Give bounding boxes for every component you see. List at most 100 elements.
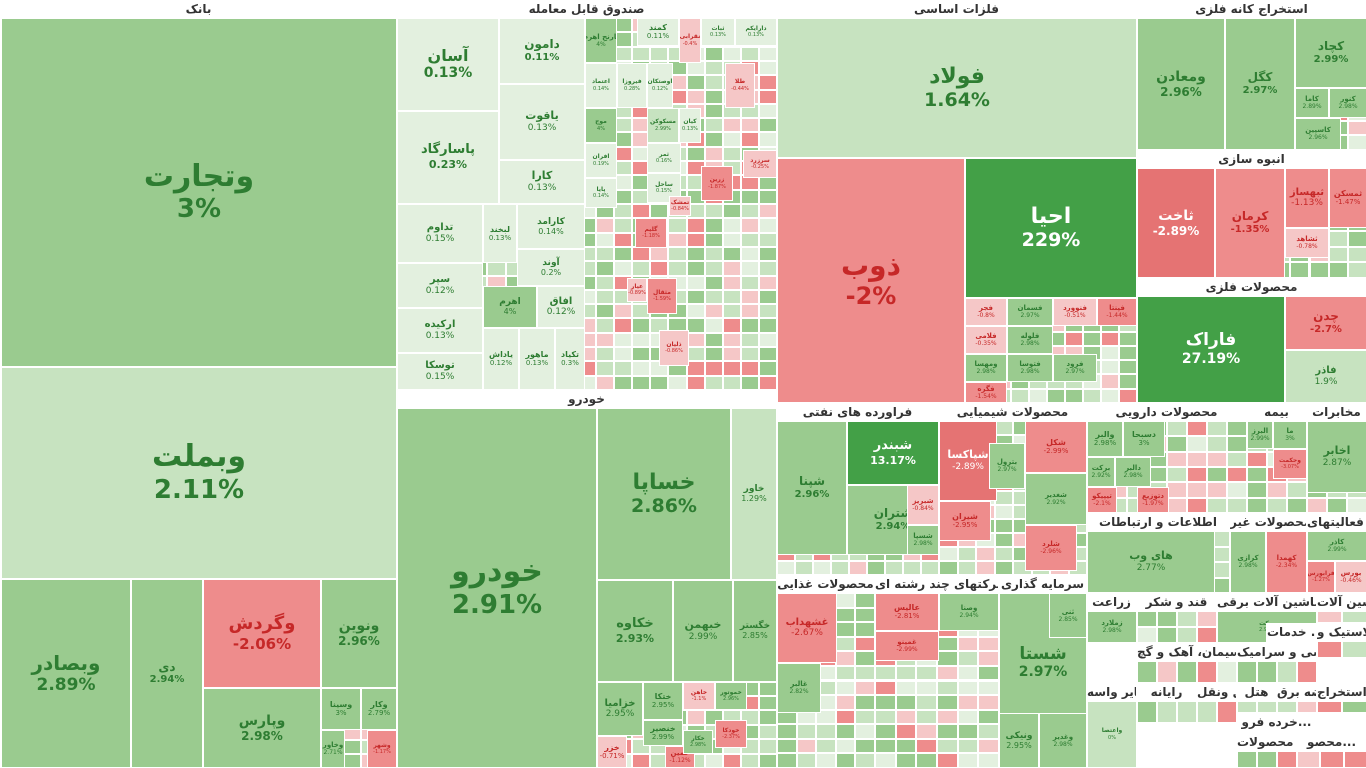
minor-stock-tile[interactable] bbox=[596, 318, 615, 333]
stock-tile[interactable]: شکل -2.99% bbox=[1025, 421, 1087, 473]
minor-stock-tile[interactable] bbox=[957, 753, 979, 768]
minor-stock-tile[interactable] bbox=[937, 680, 958, 696]
stock-tile[interactable]: ثبات 0.13% bbox=[701, 18, 735, 46]
stock-tile[interactable]: کارا 0.13% bbox=[499, 160, 585, 204]
minor-stock-tile[interactable] bbox=[632, 204, 651, 219]
stock-tile[interactable]: کرمان -1.35% bbox=[1215, 168, 1285, 278]
minor-stock-tile[interactable] bbox=[722, 261, 741, 276]
minor-stock-tile[interactable] bbox=[957, 665, 979, 681]
minor-stock-tile[interactable] bbox=[957, 636, 979, 652]
minor-stock-tile[interactable] bbox=[1327, 497, 1347, 513]
minor-stock-tile[interactable] bbox=[937, 738, 958, 754]
minor-stock-tile[interactable] bbox=[994, 533, 1013, 547]
stock-tile[interactable]: ختکا 2.95% bbox=[643, 682, 683, 720]
minor-stock-tile[interactable] bbox=[1207, 497, 1227, 513]
stock-tile[interactable]: عیار -0.89% bbox=[627, 278, 647, 302]
minor-stock-tile[interactable] bbox=[686, 710, 705, 725]
minor-stock-tile[interactable] bbox=[596, 304, 615, 319]
minor-stock-tile[interactable] bbox=[1167, 451, 1187, 467]
minor-stock-tile[interactable] bbox=[632, 361, 651, 376]
minor-stock-tile[interactable] bbox=[1267, 497, 1287, 513]
minor-stock-tile[interactable] bbox=[740, 332, 759, 348]
minor-stock-tile[interactable] bbox=[686, 289, 705, 305]
stock-tile[interactable]: پایا 0.14% bbox=[585, 178, 617, 208]
minor-stock-tile[interactable] bbox=[855, 680, 875, 696]
stock-tile[interactable]: وصنا 2.94% bbox=[939, 593, 999, 631]
stock-tile[interactable]: کرازی 2.98% bbox=[1230, 531, 1266, 593]
stock-tile[interactable]: بورس -0.46% bbox=[1335, 561, 1366, 593]
minor-stock-tile[interactable] bbox=[704, 246, 723, 262]
minor-stock-tile[interactable] bbox=[1187, 436, 1207, 452]
minor-stock-tile[interactable] bbox=[632, 753, 651, 768]
stock-tile[interactable]: آوند 0.2% bbox=[517, 249, 585, 286]
minor-stock-tile[interactable] bbox=[596, 375, 615, 390]
minor-stock-tile[interactable] bbox=[650, 246, 669, 262]
minor-stock-tile[interactable] bbox=[758, 332, 777, 348]
minor-stock-tile[interactable] bbox=[916, 680, 937, 696]
minor-stock-tile[interactable] bbox=[740, 132, 759, 147]
stock-tile[interactable]: خکاوه 2.93% bbox=[597, 580, 673, 682]
minor-stock-tile[interactable] bbox=[875, 724, 896, 739]
minor-stock-tile[interactable] bbox=[1207, 467, 1227, 483]
stock-tile[interactable]: ارکیده 0.13% bbox=[397, 308, 483, 353]
minor-stock-tile[interactable] bbox=[740, 289, 759, 305]
stock-tile[interactable]: نقرابی -0.4% bbox=[679, 18, 701, 63]
stock-tile[interactable]: دامون 0.11% bbox=[499, 18, 585, 84]
stock-tile[interactable]: فلوله 2.98% bbox=[1007, 326, 1053, 354]
minor-stock-tile[interactable] bbox=[740, 118, 759, 133]
stock-tile[interactable]: وحکمت -3.07% bbox=[1273, 449, 1307, 479]
minor-stock-tile[interactable] bbox=[740, 246, 759, 262]
minor-stock-tile[interactable] bbox=[855, 709, 875, 725]
minor-stock-tile[interactable] bbox=[1137, 611, 1157, 627]
minor-stock-tile[interactable] bbox=[1287, 482, 1307, 498]
minor-stock-tile[interactable] bbox=[704, 289, 723, 305]
minor-stock-tile[interactable] bbox=[1328, 230, 1348, 247]
minor-stock-tile[interactable] bbox=[1347, 497, 1366, 513]
minor-stock-tile[interactable] bbox=[903, 561, 921, 575]
stock-tile[interactable]: ثمسکن -1.47% bbox=[1329, 168, 1366, 228]
minor-stock-tile[interactable] bbox=[1197, 661, 1217, 683]
stock-tile[interactable]: خزر -0.71% bbox=[597, 736, 627, 768]
minor-stock-tile[interactable] bbox=[937, 695, 958, 710]
minor-stock-tile[interactable] bbox=[1187, 467, 1207, 483]
minor-stock-tile[interactable] bbox=[978, 665, 999, 681]
minor-stock-tile[interactable] bbox=[722, 132, 741, 147]
minor-stock-tile[interactable] bbox=[895, 724, 917, 739]
stock-tile[interactable]: افاق 0.12% bbox=[537, 286, 585, 328]
minor-stock-tile[interactable] bbox=[704, 146, 723, 162]
stock-tile[interactable]: وکار 2.79% bbox=[361, 688, 397, 730]
stock-tile[interactable]: خودرو 2.91% bbox=[397, 408, 597, 768]
minor-stock-tile[interactable] bbox=[650, 204, 669, 219]
minor-stock-tile[interactable] bbox=[668, 246, 687, 262]
stock-tile[interactable]: خموتور 2.96% bbox=[715, 682, 747, 710]
stock-tile[interactable]: کچاد 2.99% bbox=[1295, 18, 1366, 88]
minor-stock-tile[interactable] bbox=[1177, 627, 1197, 643]
minor-stock-tile[interactable] bbox=[875, 738, 896, 754]
minor-stock-tile[interactable] bbox=[1119, 374, 1137, 389]
stock-tile[interactable]: خنصیر 2.99% bbox=[643, 720, 683, 746]
stock-tile[interactable]: فاراک 27.19% bbox=[1137, 296, 1285, 403]
minor-stock-tile[interactable] bbox=[1342, 611, 1366, 623]
minor-stock-tile[interactable] bbox=[686, 218, 705, 233]
minor-stock-tile[interactable] bbox=[978, 636, 999, 652]
minor-stock-tile[interactable] bbox=[1167, 436, 1187, 452]
minor-stock-tile[interactable] bbox=[855, 607, 875, 623]
minor-stock-tile[interactable] bbox=[777, 738, 797, 754]
minor-stock-tile[interactable] bbox=[686, 332, 705, 348]
stock-tile[interactable]: فاذر 1.9% bbox=[1285, 350, 1366, 403]
minor-stock-tile[interactable] bbox=[614, 375, 633, 390]
minor-stock-tile[interactable] bbox=[835, 665, 856, 681]
minor-stock-tile[interactable] bbox=[1197, 701, 1217, 723]
minor-stock-tile[interactable] bbox=[740, 46, 759, 61]
minor-stock-tile[interactable] bbox=[855, 593, 875, 608]
minor-stock-tile[interactable] bbox=[957, 724, 979, 739]
minor-stock-tile[interactable] bbox=[1237, 751, 1257, 768]
stock-tile[interactable]: ثمر 0.16% bbox=[647, 143, 681, 173]
minor-stock-tile[interactable] bbox=[686, 246, 705, 262]
minor-stock-tile[interactable] bbox=[1101, 331, 1119, 346]
minor-stock-tile[interactable] bbox=[596, 218, 615, 233]
stock-tile[interactable]: کگل 2.97% bbox=[1225, 18, 1295, 150]
stock-tile[interactable]: فرود 2.97% bbox=[1053, 354, 1097, 382]
minor-stock-tile[interactable] bbox=[895, 680, 917, 696]
stock-tile[interactable]: کاسپین 2.96% bbox=[1295, 118, 1341, 150]
